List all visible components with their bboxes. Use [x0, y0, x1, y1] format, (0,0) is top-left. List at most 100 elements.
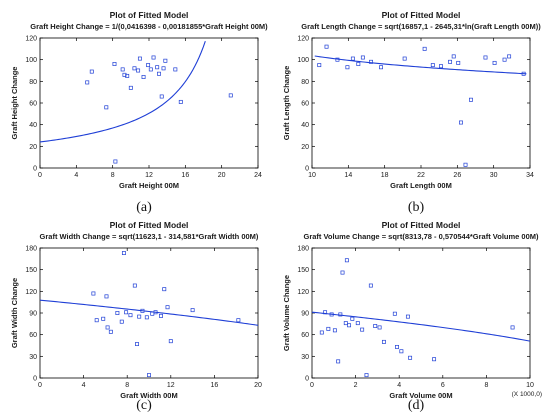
chart-panel-d: Plot of Fitted Model Graft Volume Change …: [280, 218, 545, 408]
data-point: [104, 294, 109, 299]
y-tick-label: 150: [297, 267, 309, 274]
data-point: [521, 71, 526, 76]
y-tick-label: 40: [29, 122, 37, 129]
chart-title: Plot of Fitted Model: [110, 10, 189, 20]
y-axis-label: Graft Width Change: [10, 278, 19, 348]
data-point: [122, 72, 127, 77]
data-point: [392, 311, 397, 316]
data-point: [356, 62, 361, 66]
plot-frame: [311, 37, 531, 169]
data-point: [377, 325, 382, 330]
data-point: [120, 67, 125, 72]
y-tick-label: 80: [29, 79, 37, 86]
data-point: [146, 63, 151, 68]
y-tick-label: 60: [301, 101, 309, 108]
x-tick-label: 26: [453, 172, 461, 179]
fitted-curve: [314, 55, 527, 75]
data-point: [137, 314, 142, 319]
data-point: [395, 344, 399, 349]
data-point: [101, 316, 106, 321]
data-point: [335, 57, 340, 62]
data-point: [432, 357, 437, 362]
data-point: [510, 325, 515, 330]
x-tick-label: 18: [381, 172, 389, 179]
data-point: [228, 93, 233, 98]
y-tick-label: 90: [29, 311, 37, 318]
data-point: [140, 308, 145, 313]
y-tick-label: 100: [25, 57, 37, 64]
data-point: [350, 56, 355, 61]
data-point: [119, 319, 124, 324]
chart-subtitle: Graft Height Change = 1/(0,0416398 - 0,0…: [30, 22, 268, 31]
y-tick-label: 180: [25, 246, 37, 253]
x-tick-label: 24: [254, 172, 262, 179]
data-point: [360, 327, 365, 332]
y-tick-label: 80: [301, 79, 309, 86]
y-tick-label: 90: [301, 311, 309, 318]
data-point: [364, 373, 369, 378]
y-tick-label: 120: [297, 36, 309, 43]
data-point: [430, 63, 435, 68]
x-tick-label: 0: [38, 172, 42, 179]
y-tick-label: 180: [297, 246, 309, 253]
y-tick-label: 100: [297, 57, 309, 64]
data-point: [162, 287, 167, 292]
data-point: [236, 318, 241, 323]
data-point: [132, 283, 137, 288]
data-point: [502, 57, 507, 62]
x-tick-label: 30: [490, 172, 498, 179]
data-point: [148, 67, 153, 72]
data-point: [492, 60, 497, 65]
data-point: [317, 63, 322, 68]
data-point: [89, 69, 94, 74]
chart-panel-b: Plot of Fitted Model Graft Length Change …: [280, 8, 545, 198]
data-point: [113, 159, 118, 164]
x-axis-label: Graft Width 00M: [120, 391, 177, 400]
x-tick-label: 4: [397, 382, 401, 389]
data-point: [456, 60, 461, 65]
fitted-curve: [311, 311, 531, 342]
y-tick-label: 20: [301, 144, 309, 151]
chart-title: Plot of Fitted Model: [382, 10, 461, 20]
data-point: [360, 55, 365, 60]
data-point: [132, 66, 137, 71]
chart-subtitle: Graft Length Change = sqrt(16857,1 - 264…: [301, 22, 541, 31]
x-tick-label: 4: [82, 382, 86, 389]
y-tick-label: 120: [25, 289, 37, 296]
data-point: [379, 65, 383, 70]
x-tick-label: 10: [308, 172, 316, 179]
data-point: [144, 315, 149, 320]
data-point: [350, 316, 355, 321]
data-point: [463, 162, 468, 167]
chart-svg-d: Plot of Fitted Model Graft Volume Change …: [282, 220, 542, 400]
data-point: [165, 305, 170, 310]
panel-label-b: (b): [407, 200, 425, 215]
x-tick-label: 0: [310, 382, 314, 389]
x-scale-note: (X 1000,0): [512, 391, 542, 398]
data-point: [137, 56, 142, 61]
y-tick-label: 150: [25, 267, 37, 274]
chart-svg-c: Plot of Fitted Model Graft Width Change =…: [10, 220, 262, 400]
x-tick-label: 20: [218, 172, 226, 179]
data-point: [147, 373, 151, 378]
y-axis-label: Graft Length Change: [282, 66, 291, 141]
data-point: [163, 58, 168, 63]
plot-frame: [311, 247, 531, 379]
data-point: [319, 330, 324, 335]
data-point: [104, 105, 109, 110]
y-tick-label: 0: [33, 376, 37, 383]
x-axis-label: Graft Height 00M: [119, 181, 179, 190]
data-point: [125, 73, 130, 78]
panel-label-c: (c): [136, 398, 152, 413]
data-point: [355, 321, 360, 326]
x-tick-label: 16: [181, 172, 189, 179]
data-point: [141, 75, 146, 79]
y-tick-label: 30: [29, 354, 37, 361]
x-tick-label: 0: [38, 382, 42, 389]
y-tick-label: 120: [25, 36, 37, 43]
data-point: [151, 55, 156, 60]
data-point: [329, 312, 334, 317]
chart-panel-c: Plot of Fitted Model Graft Width Change =…: [8, 218, 273, 408]
data-point: [338, 312, 343, 317]
x-tick-label: 10: [526, 382, 534, 389]
